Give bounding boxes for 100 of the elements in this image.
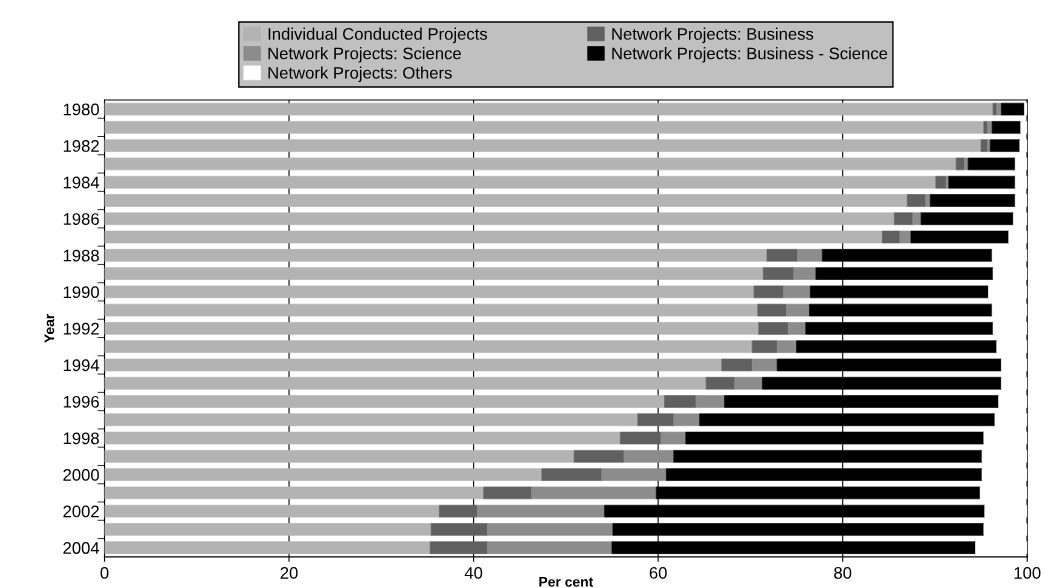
- bar: [619, 431, 662, 445]
- x-tick-label: 40: [464, 567, 483, 579]
- bar: [989, 139, 1021, 152]
- bar: [104, 322, 760, 335]
- bar: [983, 121, 988, 134]
- bar: [948, 175, 1016, 189]
- bar: [994, 413, 1028, 427]
- bar: [987, 121, 993, 134]
- bar: [734, 376, 763, 390]
- bar: [104, 395, 665, 408]
- y-axis-title: Year: [44, 313, 55, 343]
- bar: [104, 468, 543, 481]
- bar: [783, 285, 811, 299]
- bar: [945, 175, 950, 189]
- bar: [695, 395, 725, 408]
- bar: [664, 395, 697, 408]
- y-tick-label: 1986: [63, 213, 99, 225]
- bar: [906, 194, 927, 207]
- bar: [705, 376, 736, 390]
- bar: [967, 157, 1016, 171]
- bar: [983, 523, 1028, 536]
- x-tick-label: 100: [1014, 567, 1041, 579]
- bar: [104, 212, 895, 226]
- bar: [787, 322, 807, 335]
- bar: [104, 303, 759, 317]
- bar: [955, 157, 965, 171]
- bar: [721, 358, 753, 372]
- x-tick-label: 0: [100, 567, 109, 579]
- bar: [487, 523, 614, 536]
- bar: [920, 212, 1014, 226]
- bar: [104, 139, 982, 152]
- bar: [912, 212, 922, 226]
- bar: [975, 541, 1028, 554]
- bar: [104, 486, 485, 500]
- bar: [1014, 175, 1028, 189]
- bar: [991, 121, 1022, 134]
- bar: [935, 175, 947, 189]
- bar: [786, 303, 810, 317]
- bar: [882, 230, 901, 244]
- bar: [991, 303, 1028, 317]
- legend-label: Network Projects: Business - Science: [612, 47, 888, 63]
- y-tick-label: 1984: [63, 176, 100, 189]
- bar: [988, 285, 1028, 299]
- bar: [104, 102, 994, 116]
- y-tick-label: 1988: [63, 249, 99, 262]
- bar: [104, 285, 755, 299]
- bar: [541, 468, 603, 481]
- bar: [766, 249, 798, 262]
- bar: [104, 121, 985, 134]
- bar: [104, 194, 908, 207]
- bar: [476, 504, 605, 518]
- bar: [979, 486, 1028, 500]
- bar: [104, 431, 621, 445]
- bar: [925, 194, 931, 207]
- bar: [793, 267, 817, 280]
- bar: [104, 249, 768, 262]
- legend-label: Individual Conducted Projects: [268, 27, 488, 44]
- y-tick-label: 1994: [63, 359, 100, 372]
- bar: [757, 303, 787, 317]
- bar: [751, 340, 778, 353]
- bar: [797, 249, 823, 262]
- bar: [483, 486, 533, 500]
- bar: [894, 212, 914, 226]
- bar: [980, 139, 988, 152]
- y-tick-label: 1998: [63, 432, 99, 445]
- y-tick-label: 1990: [63, 286, 99, 299]
- bar: [930, 194, 1016, 207]
- bar: [776, 340, 797, 353]
- bar: [984, 504, 1028, 518]
- bar: [998, 395, 1028, 408]
- bar: [104, 175, 937, 189]
- bar: [573, 450, 625, 463]
- bar: [104, 157, 957, 171]
- x-axis-title: Per cent: [539, 577, 594, 587]
- bar: [992, 102, 998, 116]
- bar: [1020, 121, 1028, 134]
- bar: [660, 431, 687, 445]
- x-tick-label: 60: [649, 567, 667, 579]
- bar: [623, 450, 675, 463]
- bar: [104, 450, 575, 463]
- bar: [753, 285, 784, 299]
- bar: [1001, 102, 1025, 116]
- bar: [758, 322, 789, 335]
- bar: [996, 340, 1028, 353]
- bar: [430, 523, 488, 536]
- bar: [104, 230, 883, 244]
- x-tick-label: 80: [834, 567, 852, 579]
- y-tick-label: 2000: [63, 469, 99, 481]
- bar: [991, 249, 1028, 262]
- bar: [1019, 139, 1028, 152]
- bar: [992, 267, 1028, 280]
- bar: [104, 358, 723, 372]
- bar: [104, 267, 764, 280]
- y-tick-label: 1980: [63, 103, 99, 116]
- bar: [1014, 157, 1028, 171]
- bar: [1008, 230, 1028, 244]
- x-tick-label: 20: [280, 567, 298, 579]
- y-tick-label: 2004: [63, 542, 100, 554]
- bar: [1001, 376, 1028, 390]
- legend-label: Network Projects: Others: [268, 66, 452, 83]
